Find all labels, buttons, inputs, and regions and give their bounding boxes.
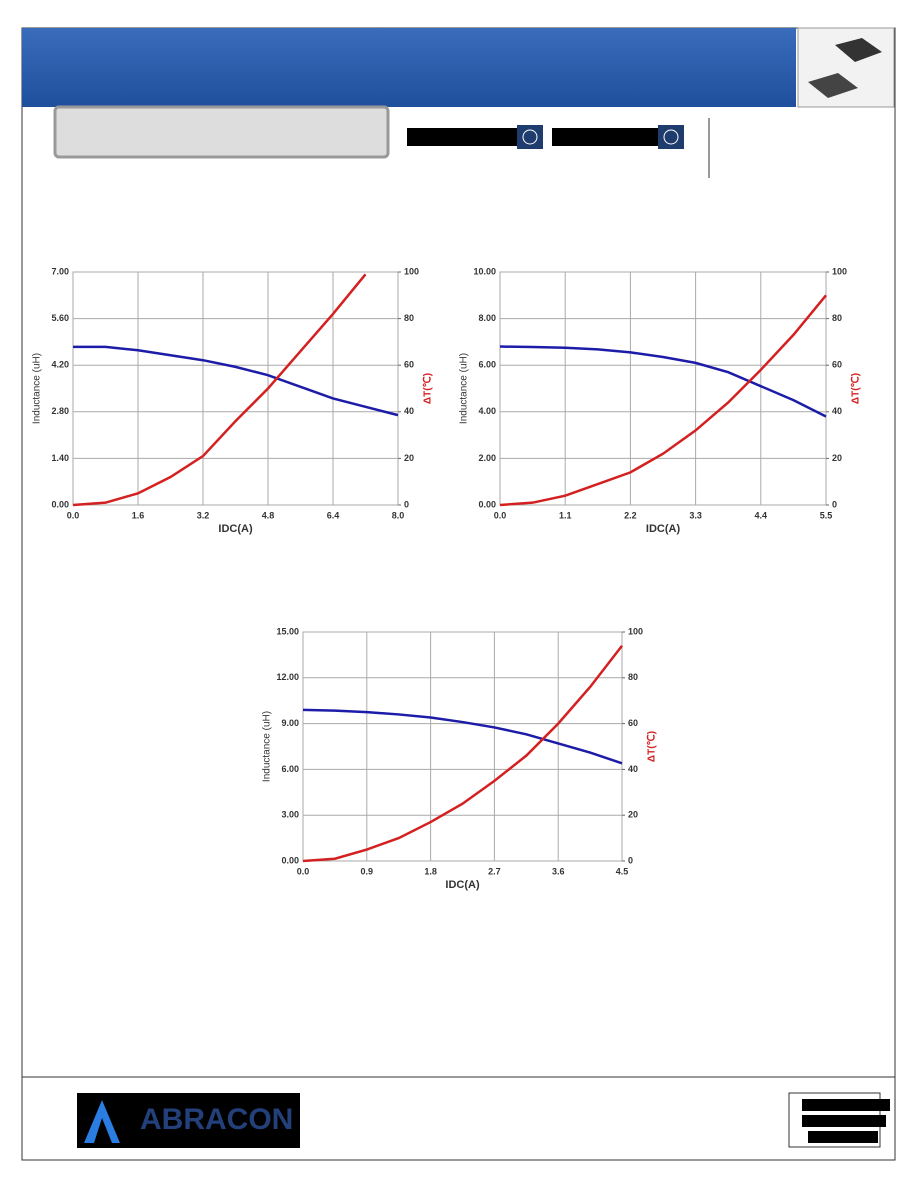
y-tick-label: 0.00 [281,855,299,865]
data-line [302,644,623,863]
y-tick-label: 2.80 [51,406,69,416]
redacted-link[interactable] [407,128,517,146]
link-arrow[interactable] [517,125,543,149]
y2-tick-label: 60 [832,360,842,370]
y-axis-label: Inductance (uH) [262,711,273,782]
y-tick-label: 12.00 [276,672,299,682]
x-tick-label: 1.1 [559,510,572,520]
y-tick-label: 0.00 [51,499,69,509]
x-tick-label: 3.2 [197,510,210,520]
y-tick-label: 15.00 [276,626,299,636]
y-tick-label: 5.60 [51,313,69,323]
y2-tick-label: 40 [404,406,414,416]
x-tick-label: 4.4 [755,510,768,520]
x-tick-label: 6.4 [327,510,340,520]
page-frame [21,27,896,1161]
y-tick-label: 7.00 [51,266,69,276]
inductor-icon [835,38,882,62]
x-axis-label: IDC(A) [646,523,681,535]
product-image [797,27,895,108]
y2-tick-label: 20 [404,453,414,463]
data-line [302,708,623,765]
x-tick-label: 0.0 [67,510,80,520]
x-tick-label: 2.2 [624,510,637,520]
y2-tick-label: 20 [628,810,638,820]
logo-text: ABRACON [140,1103,293,1136]
y2-tick-label: 80 [404,313,414,323]
x-tick-label: 1.8 [424,866,437,876]
y-tick-label: 9.00 [281,718,299,728]
x-tick-label: 8.0 [392,510,405,520]
plot-area [302,631,623,862]
link-arrow-icon [522,129,538,145]
title-box [53,105,390,159]
x-tick-label: 2.7 [488,866,501,876]
x-axis-label: IDC(A) [218,523,253,535]
data-line [499,345,827,418]
y-tick-label: 3.00 [281,810,299,820]
redacted-text [802,1115,886,1127]
x-tick-label: 3.3 [689,510,702,520]
y2-tick-label: 0 [628,855,633,865]
x-tick-label: 4.5 [616,866,629,876]
y-tick-label: 2.00 [478,453,496,463]
redacted-text [808,1131,878,1143]
y2-tick-label: 60 [404,360,414,370]
y-tick-label: 4.20 [51,360,69,370]
inductor-icon [808,73,858,98]
y2-tick-label: 40 [832,406,842,416]
y2-tick-label: 80 [628,672,638,682]
y2-tick-label: 100 [404,266,419,276]
link-arrow[interactable] [658,125,684,149]
y2-tick-label: 20 [832,453,842,463]
y2-tick-label: 0 [832,499,837,509]
y-tick-label: 8.00 [478,313,496,323]
redacted-link[interactable] [552,128,658,146]
x-tick-label: 3.6 [552,866,565,876]
y-tick-label: 4.00 [478,406,496,416]
link-arrow-icon [663,129,679,145]
x-tick-label: 4.8 [262,510,275,520]
y-axis-label: Inductance (uH) [32,353,43,424]
data-line [72,273,367,507]
header-banner [22,28,796,107]
y-tick-label: 6.00 [478,360,496,370]
data-line [499,294,827,507]
x-tick-label: 1.6 [132,510,145,520]
y-tick-label: 1.40 [51,453,69,463]
y-tick-label: 10.00 [473,266,496,276]
y2-tick-label: 80 [832,313,842,323]
y2-axis-label: ΔT(℃) [851,373,862,404]
plot-area [72,271,399,506]
x-tick-label: 0.0 [297,866,310,876]
plot-area [499,271,827,506]
x-tick-label: 0.0 [494,510,507,520]
y2-tick-label: 40 [628,764,638,774]
y-tick-label: 6.00 [281,764,299,774]
y2-tick-label: 100 [628,626,643,636]
y2-axis-label: ΔT(℃) [647,731,658,762]
logo-mark [84,1100,120,1143]
y2-tick-label: 0 [404,499,409,509]
redacted-text [802,1099,890,1111]
y2-tick-label: 100 [832,266,847,276]
data-line [73,345,399,417]
x-axis-label: IDC(A) [445,879,480,891]
y2-axis-label: ΔT(℃) [423,373,434,404]
y-axis-label: Inductance (uH) [459,353,470,424]
x-tick-label: 0.9 [361,866,374,876]
y2-tick-label: 60 [628,718,638,728]
x-tick-label: 5.5 [820,510,833,520]
y-tick-label: 0.00 [478,499,496,509]
